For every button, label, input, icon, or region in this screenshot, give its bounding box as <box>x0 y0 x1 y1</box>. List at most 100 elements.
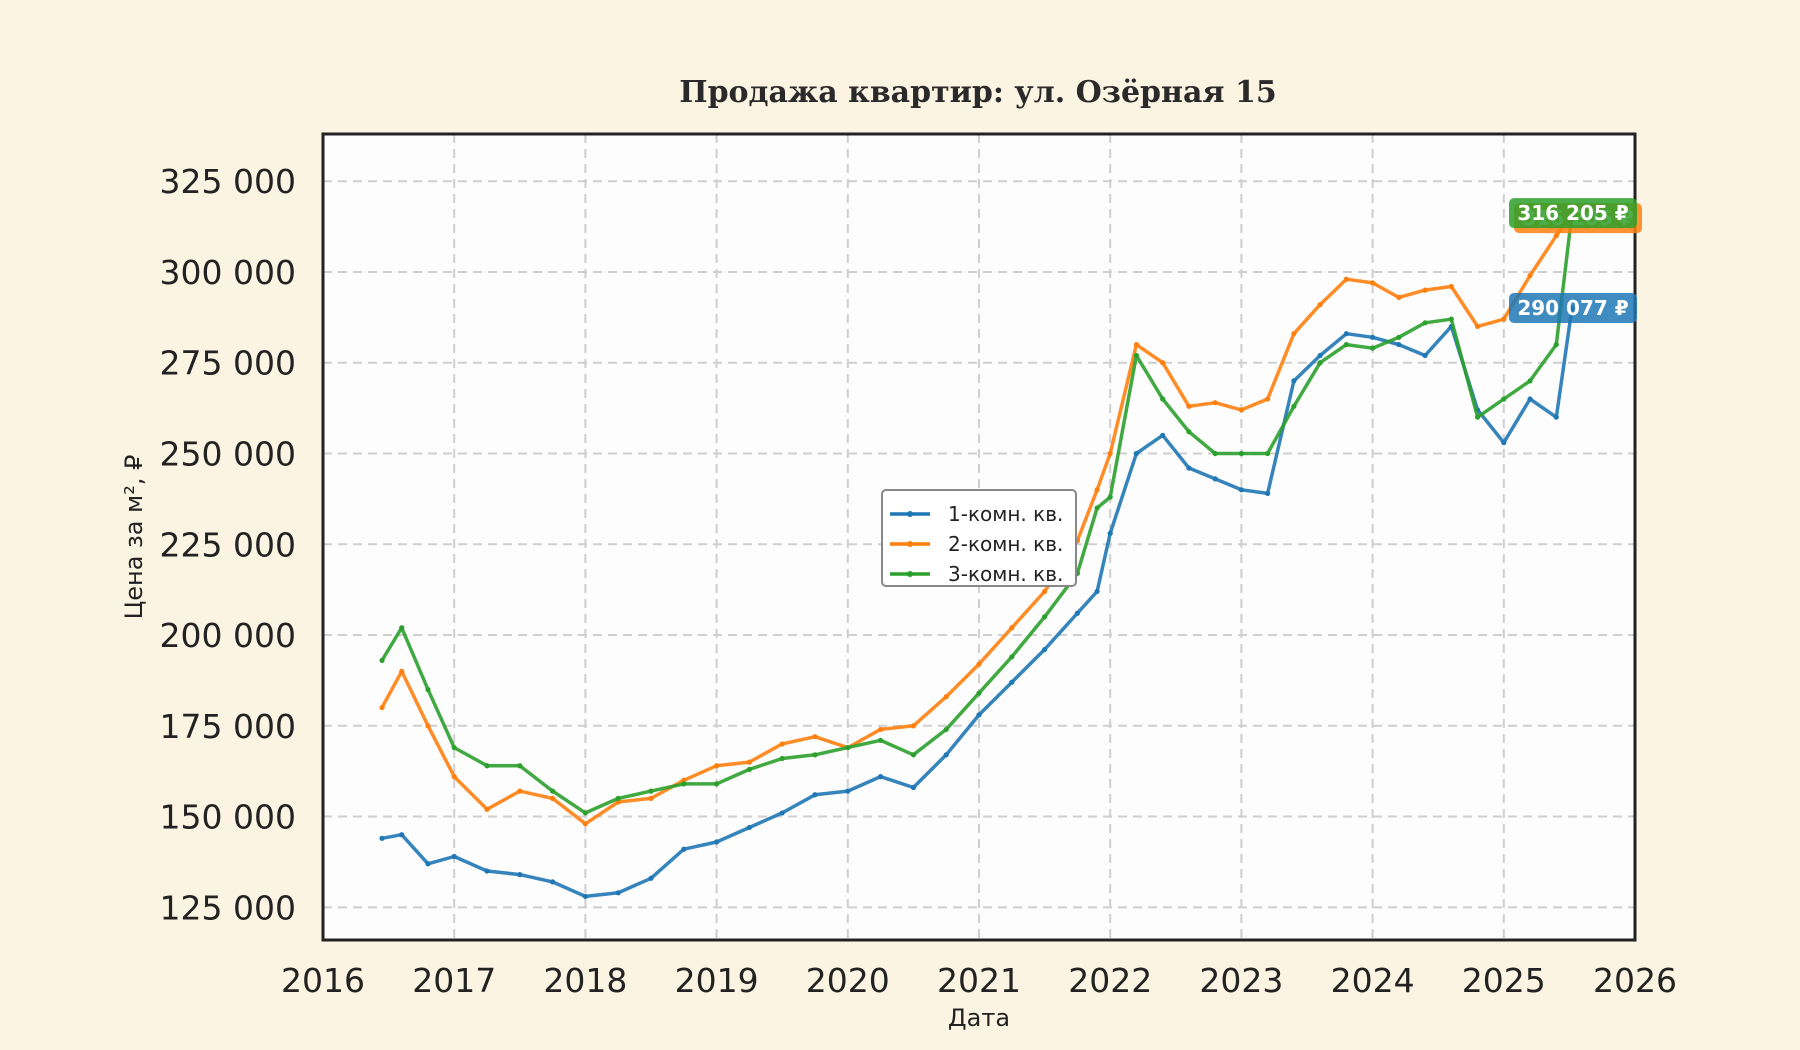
data-point <box>1553 233 1559 239</box>
data-point <box>550 795 556 802</box>
data-point <box>1422 352 1428 359</box>
data-point <box>943 752 949 758</box>
data-point <box>1370 280 1376 286</box>
legend-item: 1-комн. кв. <box>890 502 1063 526</box>
data-point <box>943 726 949 733</box>
x-tick-label: 2016 <box>281 961 365 1000</box>
data-point <box>1265 396 1271 402</box>
data-point <box>615 795 621 802</box>
data-point <box>451 744 457 751</box>
y-tick-label: 125 000 <box>160 888 296 927</box>
data-point <box>582 893 589 900</box>
legend-box <box>881 489 1077 587</box>
badge-value: 316 205 ₽ <box>1517 201 1628 225</box>
data-point <box>1291 378 1297 384</box>
data-point <box>878 726 884 733</box>
data-point <box>845 744 851 751</box>
data-point <box>910 723 917 729</box>
data-point <box>550 788 556 794</box>
data-point <box>1133 341 1140 348</box>
data-point <box>648 795 654 802</box>
data-point <box>812 792 818 798</box>
data-point <box>1422 320 1428 326</box>
data-point <box>1291 403 1297 409</box>
data-point <box>1396 334 1402 340</box>
data-point <box>1160 432 1166 438</box>
data-point <box>1501 396 1507 402</box>
data-point <box>550 879 556 885</box>
data-point <box>379 835 385 841</box>
data-point <box>1009 654 1015 660</box>
data-point <box>517 872 523 878</box>
data-point <box>379 705 385 711</box>
data-point <box>976 712 982 718</box>
data-point <box>746 759 753 765</box>
data-point <box>425 861 431 867</box>
data-point <box>1042 646 1048 653</box>
data-point <box>910 784 917 791</box>
data-point <box>1317 302 1323 308</box>
x-tick-label: 2025 <box>1462 961 1546 1000</box>
series-1-комн-кв <box>379 305 1575 900</box>
data-point <box>1448 316 1454 322</box>
data-point <box>1291 331 1297 337</box>
data-point <box>1094 505 1100 511</box>
x-tick-label: 2019 <box>675 961 759 1000</box>
legend-label: 1-комн. кв. <box>948 502 1063 526</box>
data-point <box>1238 450 1244 457</box>
data-point <box>1186 465 1192 471</box>
data-point <box>648 788 654 794</box>
series-3-комн-кв <box>379 210 1575 816</box>
x-tick-label: 2026 <box>1593 961 1677 1000</box>
data-point <box>714 763 720 769</box>
data-point <box>943 694 949 700</box>
data-point <box>1265 450 1271 457</box>
data-point <box>451 774 457 780</box>
data-point <box>779 755 785 762</box>
legend-marker <box>907 541 913 547</box>
data-point <box>1474 414 1481 420</box>
x-tick-label: 2020 <box>806 961 890 1000</box>
data-point <box>484 806 490 812</box>
data-point <box>399 668 405 674</box>
x-axis-label: Дата <box>948 1004 1010 1032</box>
data-point <box>1186 403 1192 409</box>
legend-label: 3-комн. кв. <box>948 562 1063 586</box>
data-point <box>1212 450 1218 457</box>
series-lines <box>379 210 1575 900</box>
data-point <box>812 752 818 758</box>
y-tick-label: 175 000 <box>160 707 296 746</box>
data-point <box>1317 360 1323 366</box>
data-point <box>681 781 687 787</box>
y-tick-label: 250 000 <box>160 434 296 473</box>
end-value-badge: 316 205 ₽ <box>1509 198 1637 229</box>
x-tick-label: 2024 <box>1331 961 1415 1000</box>
x-tick-label: 2022 <box>1068 961 1152 1000</box>
data-point <box>1501 316 1507 322</box>
end-value-badges: 316 205 ₽316 205 ₽290 077 ₽ <box>1509 198 1642 323</box>
data-point <box>1553 414 1559 420</box>
data-point <box>1160 360 1166 366</box>
legend-item: 3-комн. кв. <box>890 562 1063 586</box>
data-point <box>425 686 431 693</box>
badge-background <box>1509 198 1637 229</box>
data-point <box>484 763 490 769</box>
data-point <box>1396 341 1402 348</box>
y-tick-label: 150 000 <box>160 798 296 837</box>
data-point <box>1238 407 1244 413</box>
data-point <box>976 661 982 667</box>
x-tick-label: 2021 <box>937 961 1021 1000</box>
data-point <box>1448 283 1454 290</box>
data-point <box>1133 450 1140 457</box>
data-point <box>812 734 818 740</box>
data-point <box>1396 294 1402 300</box>
data-point <box>1094 588 1100 595</box>
data-point <box>1074 610 1080 616</box>
data-point <box>1212 400 1218 406</box>
x-tick-label: 2017 <box>412 961 496 1000</box>
data-point <box>779 810 785 816</box>
legend-label: 2-комн. кв. <box>948 532 1063 556</box>
data-point <box>1527 272 1533 279</box>
data-point <box>1527 396 1533 402</box>
